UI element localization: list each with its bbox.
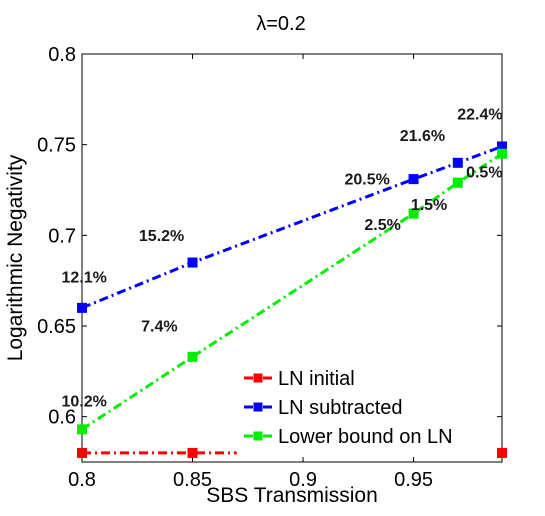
data-label: 0.5% (466, 164, 502, 181)
data-point-1 (77, 302, 87, 313)
legend-label: Lower bound on LN (278, 426, 453, 448)
plot-area (81, 53, 503, 463)
legend-marker-0 (253, 373, 263, 383)
y-tick-label: 0.8 (48, 44, 76, 66)
data-label: 1.5% (411, 197, 447, 214)
chart-title: λ=0.2 (256, 13, 305, 35)
data-point-2 (497, 148, 507, 159)
data-label: 12.1% (62, 269, 107, 286)
data-point-1 (408, 174, 419, 185)
series-markers (77, 141, 507, 458)
y-tick-label: 0.65 (37, 316, 76, 338)
data-point-0 (77, 447, 87, 458)
data-point-2 (77, 424, 87, 435)
data-label: 22.4% (457, 106, 502, 123)
data-point-2 (408, 208, 419, 219)
data-label: 7.4% (141, 318, 177, 335)
data-label: 10.2% (62, 394, 107, 411)
data-label: 20.5% (344, 172, 389, 189)
data-point-1 (187, 257, 198, 268)
legend-marker-1 (253, 402, 263, 412)
y-tick-label: 0.7 (48, 225, 76, 247)
legend: LN initial LN subtracted Lower bound on LN (244, 368, 453, 448)
data-label: 2.5% (364, 217, 400, 234)
x-tick-label: 0.8 (68, 469, 96, 491)
axis-ticks: 0.8 0.85 0.9 0.95 0.6 0.65 0.7 0.75 0.8 (37, 44, 502, 491)
x-axis-label: SBS Transmission (206, 484, 378, 507)
legend-label: LN subtracted (278, 397, 403, 419)
data-point-2 (187, 351, 198, 362)
x-tick-label: 0.9 (289, 469, 317, 491)
x-tick-label: 0.85 (173, 469, 212, 491)
data-point-0 (497, 447, 507, 458)
data-label: 15.2% (139, 228, 184, 245)
legend-label: LN initial (278, 368, 355, 390)
y-axis-label: Logarithmic Negativity (4, 154, 27, 361)
data-point-0 (187, 447, 198, 458)
legend-marker-2 (253, 431, 263, 441)
data-point-2 (452, 177, 463, 188)
x-tick-label: 0.95 (394, 469, 433, 491)
data-label: 21.6% (400, 128, 445, 145)
data-annotations: 22.4% 21.6% 20.5% 15.2% 12.1% 0.5% 1.5% 2.5% 7.4… (62, 106, 503, 410)
y-tick-label: 0.6 (48, 407, 76, 429)
data-point-1 (452, 157, 463, 168)
y-tick-label: 0.75 (37, 135, 76, 157)
